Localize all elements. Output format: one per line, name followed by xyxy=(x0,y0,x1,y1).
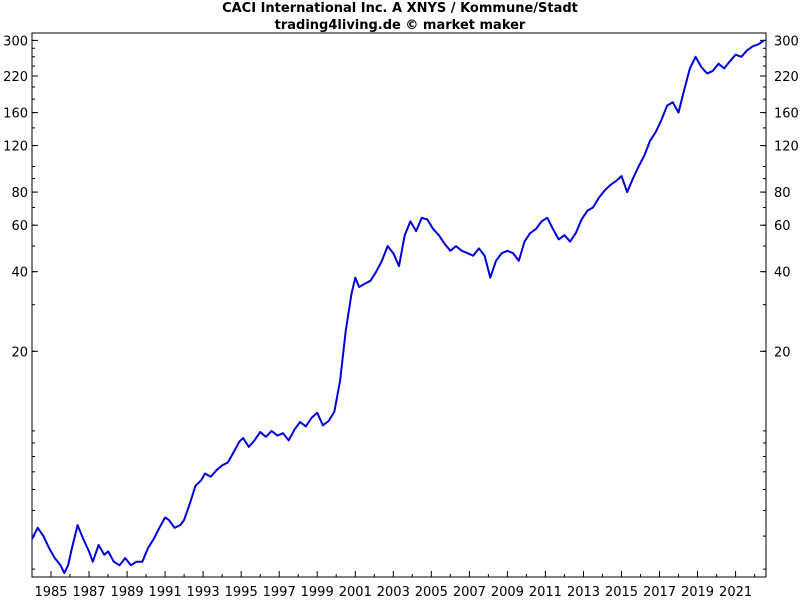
x-tick-label: 2015 xyxy=(605,585,638,600)
y-tick-label-right: 80 xyxy=(774,186,791,201)
y-tick-label-left: 40 xyxy=(11,266,28,281)
x-tick-label: 2021 xyxy=(719,585,752,600)
x-tick-label: 2007 xyxy=(453,585,486,600)
x-axis: 1985 1987 1989 1991 1993 1995 1997 1999 2001 2003… xyxy=(34,571,756,600)
x-tick-label: 1997 xyxy=(263,585,296,600)
y-tick-label-left: 300 xyxy=(3,34,28,49)
x-tick-label: 1991 xyxy=(149,585,182,600)
x-tick-label: 2001 xyxy=(339,585,372,600)
x-tick-label: 1985 xyxy=(34,585,67,600)
chart-title: CACI International Inc. A XNYS / Kommune… xyxy=(222,1,578,16)
x-tick-label: 2019 xyxy=(681,585,714,600)
y-tick-label-left: 20 xyxy=(11,345,28,360)
x-tick-label: 1989 xyxy=(111,585,144,600)
y-tick-label-right: 300 xyxy=(774,34,799,49)
price-series-line xyxy=(31,39,765,574)
y-tick-label-right: 20 xyxy=(774,345,791,360)
x-tick-label: 2005 xyxy=(415,585,448,600)
y-axis: 300 300 220 220 160 160 120 120 80 80 60 60 40 40 20 20 xyxy=(3,34,799,570)
chart-titles: CACI International Inc. A XNYS / Kommune… xyxy=(0,0,800,34)
y-tick-label-right: 160 xyxy=(774,107,799,122)
x-tick-label: 2017 xyxy=(643,585,676,600)
x-tick-label: 1995 xyxy=(225,585,258,600)
x-tick-label: 2003 xyxy=(377,585,410,600)
y-tick-label-right: 120 xyxy=(774,140,799,155)
x-tick-label: 1993 xyxy=(187,585,220,600)
x-tick-label: 2013 xyxy=(567,585,600,600)
x-tick-label: 2011 xyxy=(529,585,562,600)
x-tick-label: 2009 xyxy=(491,585,524,600)
y-tick-label-left: 120 xyxy=(3,140,28,155)
plot-frame xyxy=(31,32,767,578)
x-tick-label: 1999 xyxy=(301,585,334,600)
y-tick-label-left: 220 xyxy=(3,70,28,85)
y-tick-label-left: 80 xyxy=(11,186,28,201)
y-tick-label-left: 160 xyxy=(3,107,28,122)
x-tick-label: 1987 xyxy=(72,585,105,600)
chart-subtitle: trading4living.de © market maker xyxy=(274,18,526,33)
y-tick-label-right: 60 xyxy=(774,219,791,234)
series-group xyxy=(31,39,765,574)
y-tick-label-right: 40 xyxy=(774,266,791,281)
y-tick-label-right: 220 xyxy=(774,70,799,85)
y-tick-label-left: 60 xyxy=(11,219,28,234)
